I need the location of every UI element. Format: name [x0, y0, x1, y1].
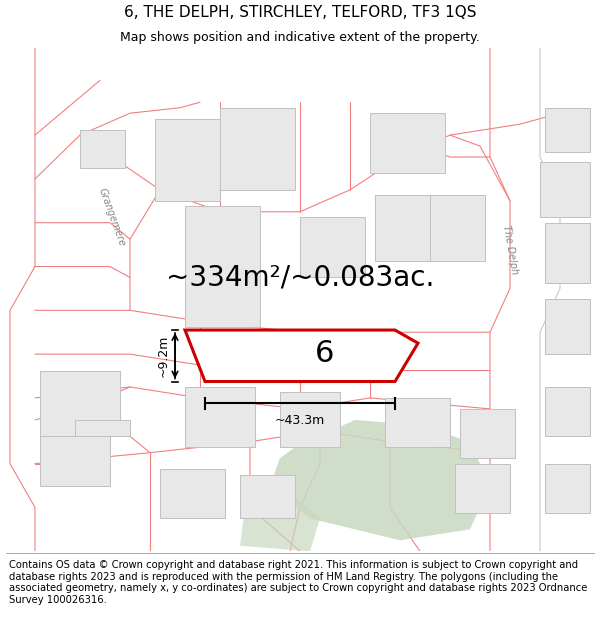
- Bar: [430, 196, 485, 261]
- Bar: [545, 107, 590, 151]
- Bar: [40, 436, 110, 486]
- Bar: [545, 464, 590, 513]
- Bar: [385, 398, 450, 448]
- Bar: [155, 119, 220, 201]
- Text: ~43.3m: ~43.3m: [275, 414, 325, 428]
- Text: Map shows position and indicative extent of the property.: Map shows position and indicative extent…: [120, 31, 480, 44]
- Text: ~9.2m: ~9.2m: [157, 334, 170, 377]
- Polygon shape: [240, 496, 320, 551]
- Text: ~334m²/~0.083ac.: ~334m²/~0.083ac.: [166, 264, 434, 291]
- Text: 6: 6: [315, 339, 334, 367]
- Text: Contains OS data © Crown copyright and database right 2021. This information is : Contains OS data © Crown copyright and d…: [9, 560, 587, 605]
- Text: The Delph: The Delph: [501, 224, 519, 276]
- Bar: [455, 464, 510, 513]
- Text: Grangemere: Grangemere: [97, 187, 127, 248]
- Polygon shape: [185, 330, 418, 381]
- Bar: [300, 217, 365, 278]
- Polygon shape: [270, 420, 490, 540]
- Bar: [545, 387, 590, 436]
- Bar: [280, 392, 340, 448]
- Bar: [375, 196, 440, 261]
- Bar: [460, 409, 515, 458]
- Bar: [220, 107, 295, 190]
- Bar: [545, 299, 590, 354]
- Bar: [185, 206, 260, 327]
- Bar: [370, 113, 445, 173]
- Bar: [80, 129, 125, 168]
- Bar: [240, 474, 295, 518]
- Bar: [185, 387, 255, 448]
- Bar: [540, 162, 590, 217]
- Text: 6, THE DELPH, STIRCHLEY, TELFORD, TF3 1QS: 6, THE DELPH, STIRCHLEY, TELFORD, TF3 1Q…: [124, 6, 476, 21]
- Bar: [545, 222, 590, 283]
- Bar: [40, 371, 120, 436]
- Bar: [75, 420, 130, 436]
- Bar: [160, 469, 225, 518]
